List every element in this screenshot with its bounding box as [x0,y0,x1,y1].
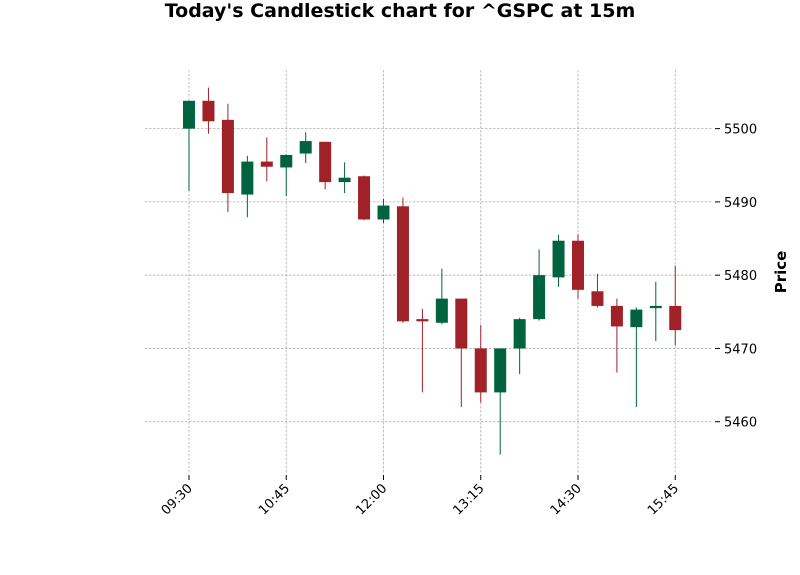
y-axis: 5460 5470 5480 5490 5500 [715,123,757,431]
candle [202,87,215,134]
candle [533,249,546,321]
candle [455,298,468,408]
chart-title: Today's Candlestick chart for ^GSPC at 1… [165,0,636,22]
candle-body-down [455,298,468,349]
candle-body-up [435,298,448,323]
candle [435,268,448,325]
candle [396,197,409,323]
candle-body-up [494,348,507,393]
candle [280,154,293,197]
candle-body-down [358,176,371,220]
x-tick-label: 12:00 [353,481,390,518]
candle [183,100,195,191]
candle [474,324,487,403]
candle [338,162,351,194]
candle [416,308,429,393]
candle-body-up [630,309,643,328]
candle [591,273,604,308]
x-tick-label: 15:45 [645,481,682,518]
candle-body-down [474,348,487,393]
candle-body-up [299,141,312,154]
candle-body-up [533,275,546,320]
candle-body-down [319,141,332,183]
y-tick-label: 5470 [724,342,757,357]
candle [572,234,584,299]
candle-body-down [669,305,682,331]
candle [494,348,507,455]
y-axis-label: Price [772,251,790,294]
x-tick-label: 09:30 [159,481,196,518]
candle-body-up [552,240,565,278]
candle [630,307,643,408]
candle [669,265,682,346]
y-tick-label: 5490 [724,196,757,211]
y-tick-label: 5480 [724,269,757,284]
x-tick-label: 14:30 [548,481,585,518]
candle-body-down [260,161,273,167]
candle-body-up [280,154,293,168]
candle-body-up [377,205,390,220]
candle-body-up [241,161,254,195]
candle-body-down [416,319,429,322]
x-tick-label: 10:45 [256,481,293,518]
candle [319,141,332,190]
candle [260,137,273,182]
candle-body-down [221,119,234,194]
y-tick-label: 5460 [724,416,757,431]
candle [610,298,623,373]
candle-body-down [610,305,623,327]
candle [513,317,526,375]
candle [221,103,234,213]
candle-body-down [202,100,215,122]
candle-body-down [572,240,584,290]
candle-body-up [338,177,351,183]
candle-body-down [396,206,409,322]
x-tick-label: 13:15 [450,481,487,518]
candle [299,132,312,164]
candles [183,87,682,455]
candle [552,234,565,287]
y-tick-label: 5500 [724,123,757,138]
x-axis: 09:30 10:45 12:00 13:15 14:30 15:45 [159,475,682,518]
candle-body-down [591,291,604,306]
candle [649,281,662,342]
candle-body-up [513,319,526,349]
candle [241,155,254,218]
candle [377,198,390,224]
candle-body-up [183,100,195,129]
candle-body-up [649,305,662,309]
candle [358,175,371,221]
